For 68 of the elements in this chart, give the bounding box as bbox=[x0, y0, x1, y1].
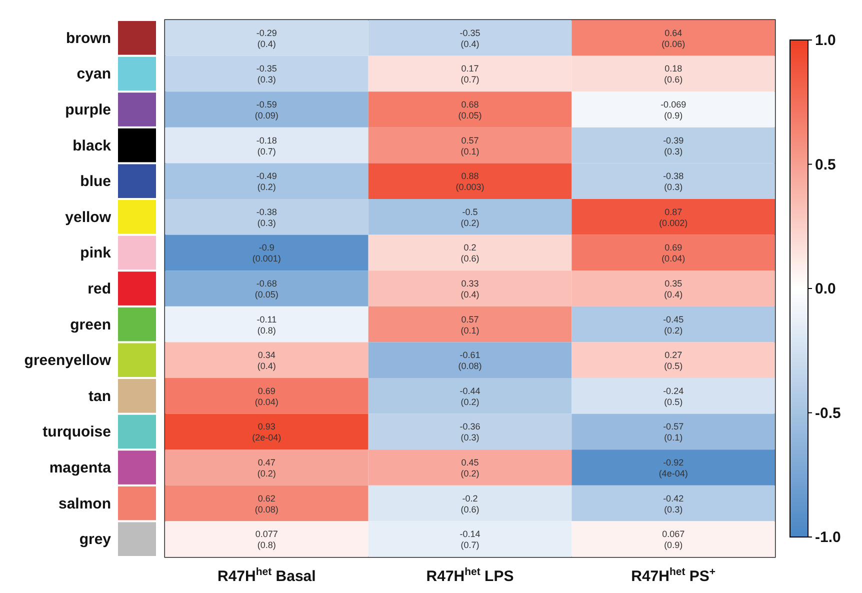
y-tick-label: magenta bbox=[49, 460, 112, 476]
data-label: -0.11 (0.8) bbox=[256, 314, 277, 336]
y-tick-label: pink bbox=[80, 244, 112, 262]
data-label: -0.45 (0.2) bbox=[663, 314, 684, 336]
data-label: -0.61 (0.08) bbox=[458, 350, 482, 372]
color-bar-label: 0.0 bbox=[815, 280, 836, 298]
data-label: -0.2 (0.6) bbox=[460, 493, 480, 514]
data-label: -0.24 (0.5) bbox=[663, 386, 684, 407]
data-label: 0.067 (0.9) bbox=[662, 529, 685, 550]
data-label: 0.2 (0.6) bbox=[460, 242, 480, 264]
data-label: 0.68 (0.05) bbox=[458, 100, 482, 120]
data-label: 0.33 (0.4) bbox=[460, 278, 480, 300]
y-tick-label: cyan bbox=[76, 66, 111, 83]
data-label: 0.88 (0.003) bbox=[456, 171, 484, 192]
data-label: -0.18 (0.7) bbox=[256, 135, 277, 156]
data-label: -0.59 (0.09) bbox=[254, 100, 278, 120]
y-tick-label: salmon bbox=[58, 495, 111, 512]
data-label: -0.38 (0.3) bbox=[663, 171, 684, 192]
data-label: -0.29 (0.4) bbox=[256, 28, 277, 49]
data-label: 0.35 (0.4) bbox=[664, 278, 683, 300]
data-label: 0.17 (0.7) bbox=[460, 64, 480, 85]
data-label: -0.68 (0.05) bbox=[254, 278, 278, 300]
data-label: -0.069 (0.9) bbox=[660, 100, 686, 120]
y-tick-label: tan bbox=[88, 388, 111, 405]
color-bar-label: 0.5 bbox=[815, 156, 836, 174]
data-label: -0.5 (0.2) bbox=[460, 206, 480, 228]
data-label: 0.57 (0.1) bbox=[460, 135, 480, 156]
x-tick-label: R47H$^{het}$ LPS bbox=[426, 566, 514, 585]
data-label: 0.87 (0.002) bbox=[659, 206, 688, 228]
data-label: 0.69 (0.04) bbox=[254, 386, 278, 407]
data-label: -0.39 (0.3) bbox=[663, 135, 684, 156]
y-tick-label: red bbox=[88, 280, 111, 298]
data-label: -0.9 (0.001) bbox=[252, 242, 281, 264]
data-label: 0.45 (0.2) bbox=[460, 458, 480, 478]
color-bar-label: 1.0 bbox=[815, 32, 836, 49]
y-tick-label: greenyellow bbox=[24, 352, 112, 370]
x-tick-label: R47H$^{het}$ PS$^{+}$ bbox=[631, 566, 716, 585]
y-tick-label: turquoise bbox=[42, 424, 111, 441]
data-label: 0.34 (0.4) bbox=[257, 350, 276, 372]
y-tick-label: yellow bbox=[65, 208, 112, 226]
y-tick-label: purple bbox=[65, 102, 111, 118]
data-label: 0.64 (0.06) bbox=[662, 28, 686, 49]
y-tick-label: brown bbox=[66, 30, 111, 47]
data-label: 0.077 (0.8) bbox=[255, 529, 278, 550]
y-tick-label: grey bbox=[79, 531, 112, 548]
data-label: 0.18 (0.6) bbox=[664, 64, 683, 85]
data-label: 0.27 (0.5) bbox=[664, 350, 683, 372]
data-label: -0.42 (0.3) bbox=[663, 493, 684, 514]
data-label: -0.92 (4e-04) bbox=[658, 458, 688, 478]
y-tick-label: green bbox=[70, 316, 111, 334]
y-tick-label: black bbox=[72, 137, 112, 154]
data-label: 0.62 (0.08) bbox=[254, 493, 278, 514]
data-label: 0.69 (0.04) bbox=[662, 242, 686, 264]
data-label: -0.38 (0.3) bbox=[256, 206, 277, 228]
data-label: -0.49 (0.2) bbox=[256, 171, 277, 192]
data-label: 0.57 (0.1) bbox=[460, 314, 480, 336]
data-label: 0.47 (0.2) bbox=[257, 458, 276, 478]
data-label: 0.93 (2e-04) bbox=[252, 422, 282, 443]
data-label: -0.57 (0.1) bbox=[663, 422, 684, 443]
x-tick-label: R47H$^{het}$ Basal bbox=[218, 566, 316, 585]
y-tick-label: blue bbox=[80, 173, 111, 190]
color-bar-label: -1.0 bbox=[815, 529, 841, 546]
data-label: -0.36 (0.3) bbox=[460, 422, 480, 443]
color-bar-label: -0.5 bbox=[815, 404, 841, 422]
data-label: -0.35 (0.3) bbox=[256, 64, 277, 85]
data-label: -0.44 (0.2) bbox=[460, 386, 480, 407]
data-label: -0.35 (0.4) bbox=[460, 28, 480, 49]
data-label: -0.14 (0.7) bbox=[460, 529, 480, 550]
